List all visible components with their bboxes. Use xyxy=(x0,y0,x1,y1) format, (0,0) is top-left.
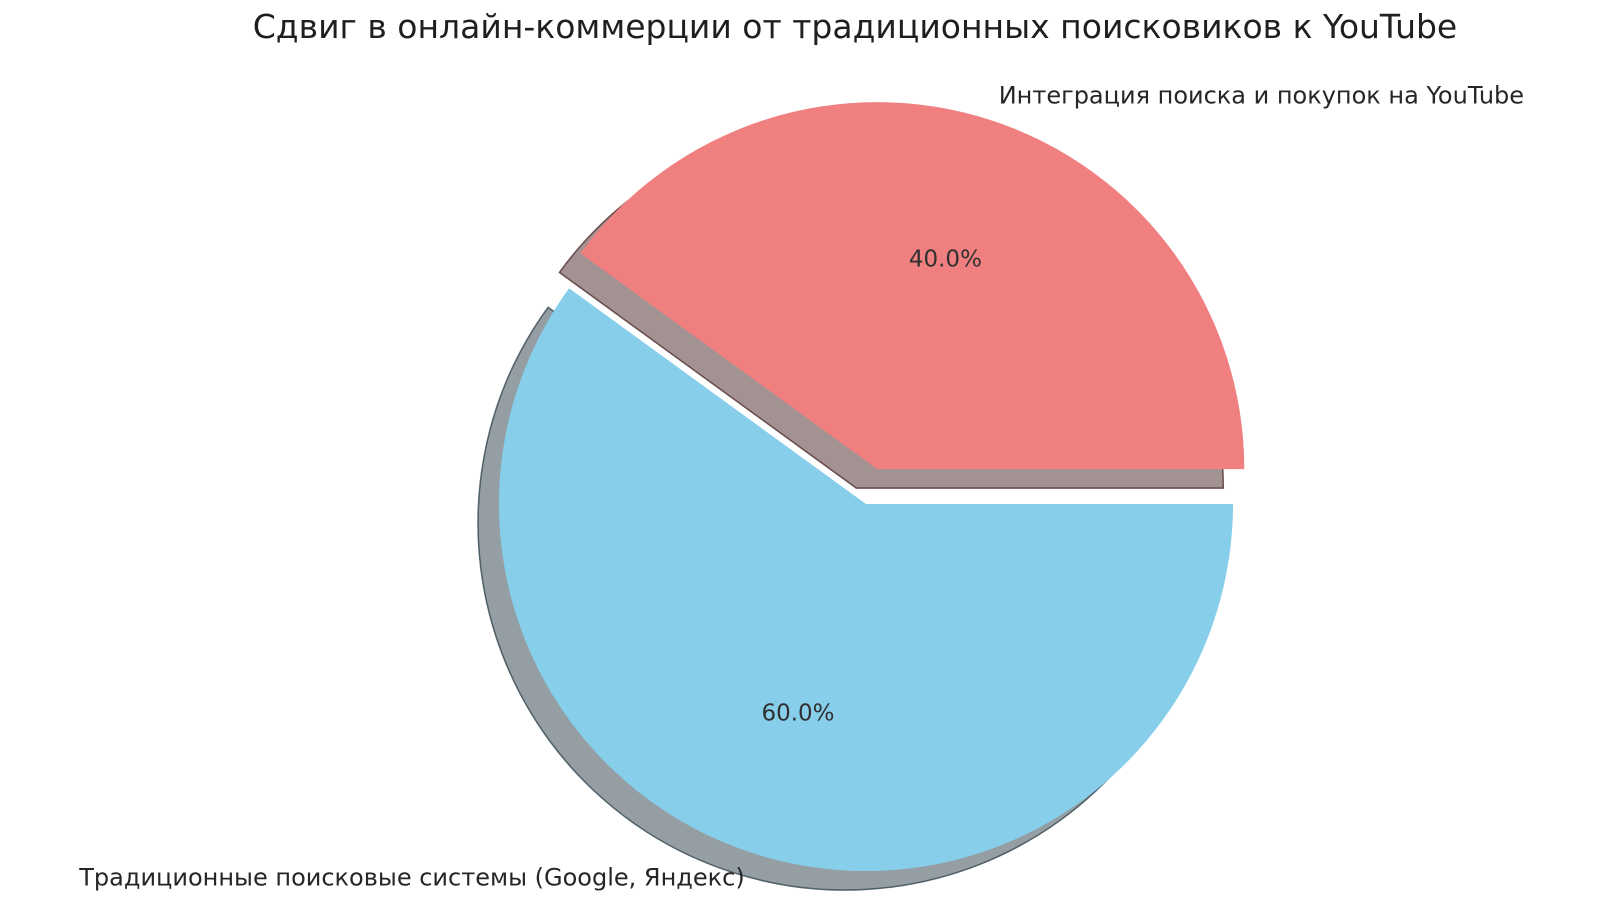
pie-slice-0 xyxy=(580,102,1245,470)
pie-wedge-layer xyxy=(499,102,1245,872)
slice-label-traditional-search: Традиционные поисковые системы (Google, … xyxy=(78,864,744,892)
slice-percent-traditional-search: 60.0% xyxy=(761,700,834,726)
chart-title: Сдвиг в онлайн-коммерции от традиционных… xyxy=(253,7,1457,46)
slice-percent-youtube: 40.0% xyxy=(909,247,982,273)
pie-slice-1 xyxy=(499,288,1233,872)
slice-label-youtube: Интеграция поиска и покупок на YouTube xyxy=(999,82,1524,110)
